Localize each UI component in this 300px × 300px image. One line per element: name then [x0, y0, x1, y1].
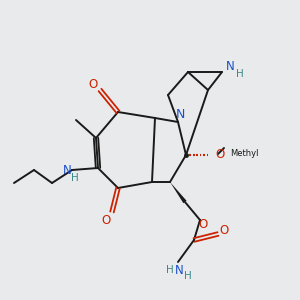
Text: O: O [215, 148, 224, 160]
Text: H: H [184, 271, 192, 281]
Text: N: N [226, 61, 234, 74]
Text: N: N [175, 107, 185, 121]
Text: O: O [101, 214, 111, 226]
Polygon shape [170, 182, 187, 203]
Text: H: H [166, 265, 174, 275]
Text: H: H [236, 69, 244, 79]
Text: N: N [175, 263, 183, 277]
Text: O: O [198, 218, 208, 232]
Text: H: H [71, 173, 79, 183]
Text: Methyl: Methyl [230, 149, 259, 158]
Text: O: O [88, 79, 98, 92]
Text: N: N [63, 164, 71, 176]
Text: O: O [219, 224, 229, 238]
